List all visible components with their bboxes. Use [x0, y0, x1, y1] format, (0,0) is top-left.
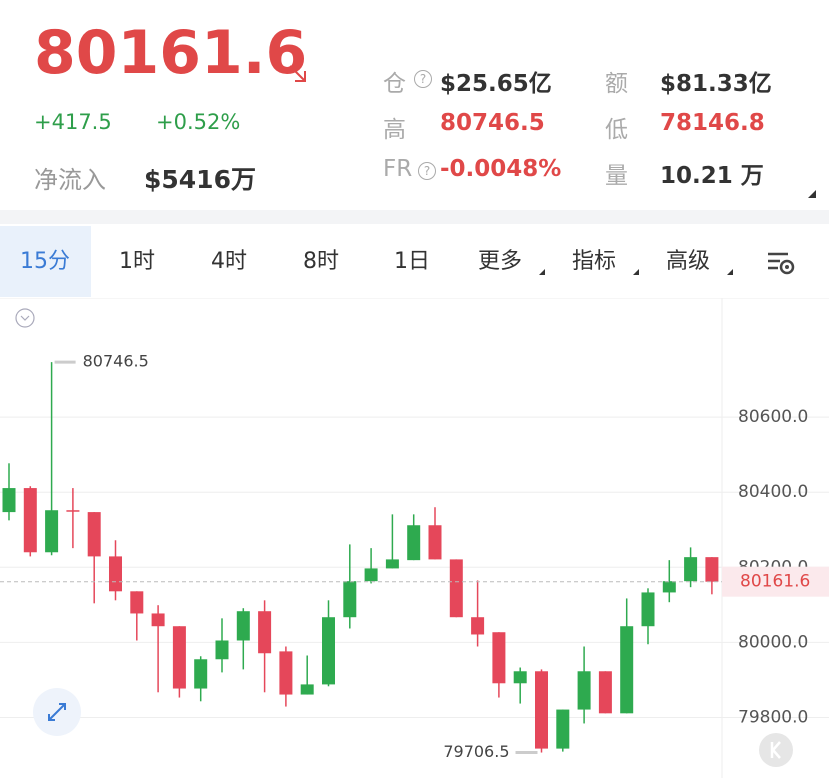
stat-label: 低	[605, 117, 628, 143]
candle-body	[45, 510, 59, 553]
collapse-icon[interactable]	[15, 308, 35, 328]
k-button[interactable]	[759, 733, 793, 767]
candle-body	[215, 640, 229, 660]
candle-body	[194, 659, 208, 689]
tab[interactable]: 8时	[303, 249, 339, 274]
collapse-chevron	[20, 315, 30, 321]
candle-body	[705, 557, 719, 582]
net-inflow-label: 净流入	[34, 166, 106, 194]
candle-body	[2, 488, 16, 513]
candle-body	[449, 559, 463, 618]
chart: 79800.080000.080200.080400.080600.080746…	[0, 298, 829, 778]
tab[interactable]: 4时	[211, 249, 247, 274]
candle-body	[343, 581, 357, 618]
stat-label: 仓	[383, 71, 406, 97]
candle-body	[471, 617, 485, 635]
fullscreen-icon	[48, 703, 66, 721]
candle-body	[662, 581, 676, 593]
candle-body	[322, 617, 335, 685]
candle-body	[258, 611, 272, 654]
down-arrow-icon	[289, 65, 306, 82]
candle-body	[598, 671, 612, 714]
dropdown-mark	[633, 269, 639, 275]
candle-body	[151, 613, 165, 627]
stat-value: $25.65亿	[440, 71, 552, 97]
tab[interactable]: 1日	[394, 249, 430, 274]
stat-value: -0.0048%	[440, 156, 562, 182]
stat-label: 高	[383, 117, 406, 143]
last-price-label: 80161.6	[740, 572, 810, 592]
candle-body	[641, 592, 655, 627]
tab[interactable]: 15分	[0, 226, 91, 297]
dropdown-mark	[539, 269, 545, 275]
y-tick-label: 80400.0	[738, 482, 808, 502]
candle-body	[513, 671, 527, 684]
high-label: 80746.5	[83, 352, 149, 371]
settings-icon[interactable]	[766, 250, 798, 276]
y-tick-label: 79800.0	[738, 707, 808, 727]
dropdown-mark	[727, 269, 733, 275]
low-label: 79706.5	[443, 742, 509, 761]
candle-body	[109, 556, 122, 592]
net-inflow: $5416万	[144, 165, 256, 194]
candle-body	[236, 611, 250, 641]
stat-value: 78146.8	[660, 110, 765, 136]
candle-body	[492, 632, 506, 684]
candle-body	[385, 559, 399, 569]
stat-label: 量	[605, 163, 628, 189]
expand-corner[interactable]	[806, 188, 818, 200]
stat-value: $81.33亿	[660, 71, 772, 97]
stat-value: 80746.5	[440, 110, 545, 136]
candle-body	[535, 671, 548, 749]
stat-label: FR	[383, 156, 413, 182]
candle-body	[279, 651, 293, 695]
help-icon[interactable]: ?	[418, 162, 436, 180]
stat-label: 额	[605, 71, 628, 97]
candle-body	[407, 525, 421, 561]
stat-value: 10.21 万	[660, 163, 764, 189]
candle-body	[130, 591, 144, 614]
help-icon[interactable]: ?	[414, 70, 432, 88]
price: 80161.6	[34, 18, 308, 88]
candle-body	[87, 512, 101, 557]
tab[interactable]: 指标	[571, 249, 616, 274]
candle-body	[556, 709, 570, 749]
candle-body	[684, 557, 698, 582]
change: +417.5	[34, 110, 112, 134]
y-tick-label: 80600.0	[738, 407, 808, 427]
candle-body	[577, 671, 591, 710]
candle-body	[428, 525, 442, 560]
divider	[0, 210, 829, 224]
candle-body	[172, 626, 186, 689]
tab[interactable]: 更多	[477, 249, 522, 274]
candle-body	[364, 568, 378, 582]
tab[interactable]: 1时	[119, 249, 155, 274]
k-icon	[770, 741, 781, 759]
last-price-box	[722, 566, 829, 597]
y-tick-label: 80000.0	[738, 632, 808, 652]
tab[interactable]: 高级	[665, 249, 710, 274]
candle-body	[23, 488, 37, 553]
candle-body	[66, 510, 80, 512]
candle-body	[620, 626, 634, 714]
change-pct: +0.52%	[156, 110, 241, 134]
candle-body	[300, 684, 314, 695]
